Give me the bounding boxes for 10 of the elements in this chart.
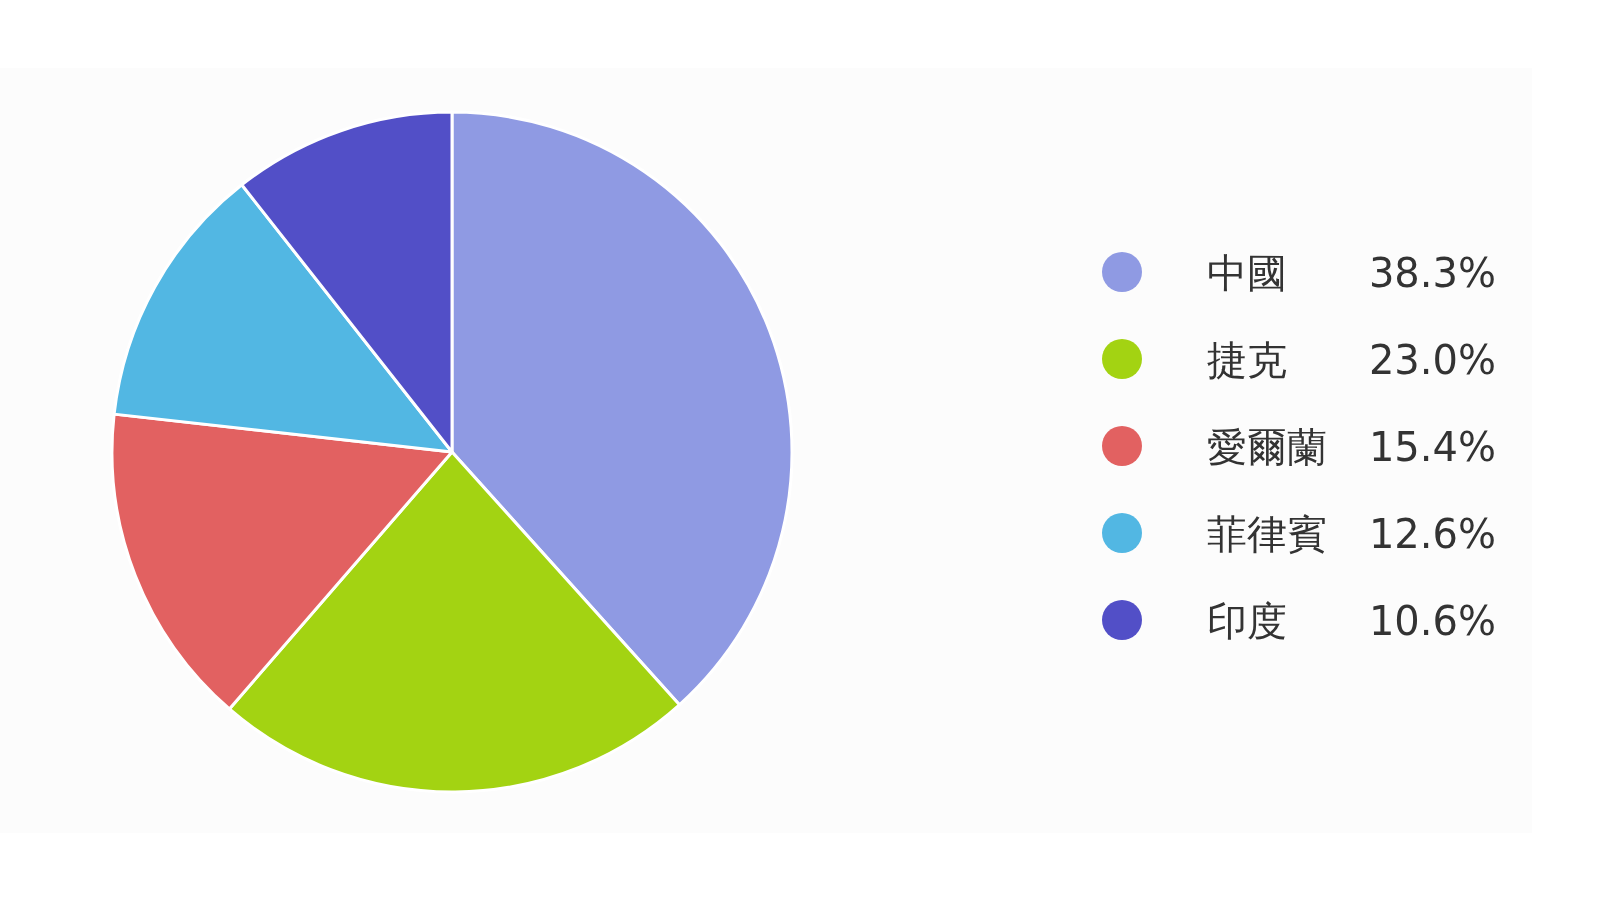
legend-label: 中國 [1207, 250, 1287, 296]
legend-label: 菲律賓 [1207, 511, 1327, 557]
data-label: 23.0% [1368, 337, 1496, 383]
data-label: 15.4% [1368, 424, 1496, 470]
data-label: 12.6% [1368, 511, 1496, 557]
data-label: 10.6% [1368, 598, 1496, 644]
legend-label: 印度 [1207, 598, 1287, 644]
data-label: 38.3% [1368, 250, 1496, 296]
legend-label: 捷克 [1207, 337, 1287, 383]
legend-label: 愛爾蘭 [1207, 424, 1327, 470]
